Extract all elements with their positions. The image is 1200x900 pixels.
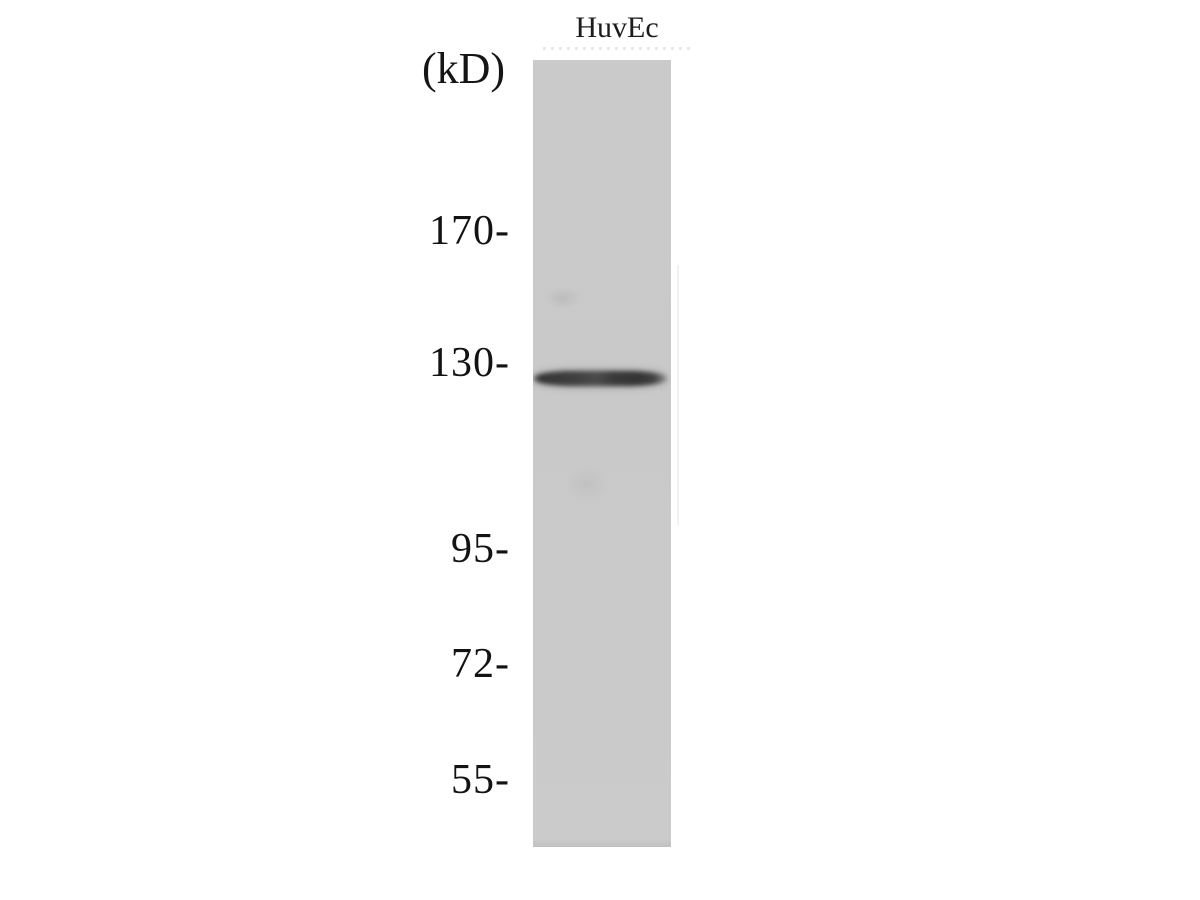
protein-band <box>533 371 667 386</box>
faint-artifact-line <box>543 47 690 50</box>
unit-label: (kD) <box>422 44 506 93</box>
marker-label-130: 130- <box>429 340 510 386</box>
gel-lane <box>533 60 671 847</box>
lane-edge-artifact <box>677 265 679 525</box>
marker-label-72: 72- <box>451 641 510 687</box>
marker-label-55: 55- <box>451 757 510 803</box>
marker-label-95: 95- <box>451 526 510 572</box>
marker-label-170: 170- <box>429 208 510 254</box>
lane-title: HuvEc <box>575 11 659 44</box>
